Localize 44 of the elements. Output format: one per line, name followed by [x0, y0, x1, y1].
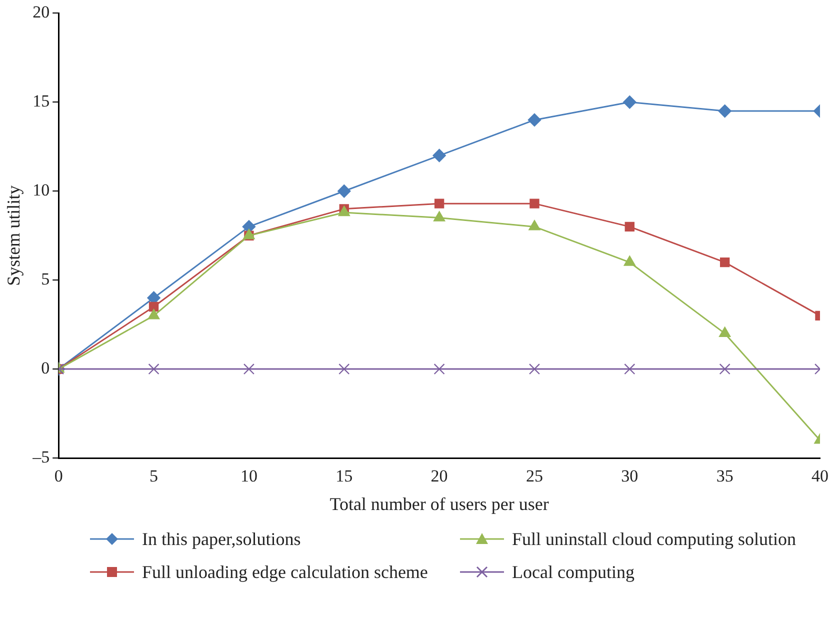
point: [338, 184, 351, 198]
x-tick-label: 15: [336, 466, 353, 486]
point: [338, 206, 350, 216]
y-axis-title: System utility: [4, 185, 24, 286]
legend-label: Local computing: [512, 561, 634, 584]
point: [720, 257, 730, 268]
x-tick-label: 25: [526, 466, 543, 486]
x-tick-label: 10: [240, 466, 258, 486]
y-tick-label: 0: [41, 358, 50, 378]
point: [434, 363, 445, 375]
point: [148, 309, 160, 320]
y-tick-label: 20: [32, 2, 50, 22]
y-tick-label: –5: [32, 447, 50, 466]
x-axis-title: Total number of users per user: [330, 494, 549, 514]
point: [624, 256, 636, 266]
legend-label: In this paper,solutions: [142, 528, 301, 551]
legend-label: Full unloading edge calculation scheme: [142, 561, 428, 584]
x-tick-label: 40: [812, 466, 828, 486]
x-tick-label: 0: [54, 466, 63, 486]
y-tick-label: 15: [32, 92, 50, 111]
point: [528, 220, 540, 230]
point: [528, 113, 542, 127]
point: [719, 363, 730, 375]
x-tick-label: 20: [430, 466, 448, 486]
point: [528, 363, 540, 375]
point: [338, 363, 350, 375]
x-tick-label: 35: [716, 466, 734, 486]
x-tick-label: 5: [150, 466, 158, 486]
point: [623, 96, 636, 109]
point: [719, 326, 731, 338]
point: [148, 363, 160, 375]
point: [624, 222, 634, 232]
y-tick-label: 5: [41, 270, 50, 289]
y-tick-label: 10: [32, 180, 50, 200]
point: [718, 104, 732, 118]
point: [243, 363, 254, 375]
point: [530, 198, 540, 208]
x-tick-label: 30: [621, 466, 638, 486]
legend-label: Full uninstall cloud computing solution: [512, 528, 796, 551]
point: [432, 148, 446, 162]
point: [434, 211, 446, 222]
point: [148, 302, 159, 312]
point: [624, 363, 636, 375]
point: [434, 198, 444, 208]
